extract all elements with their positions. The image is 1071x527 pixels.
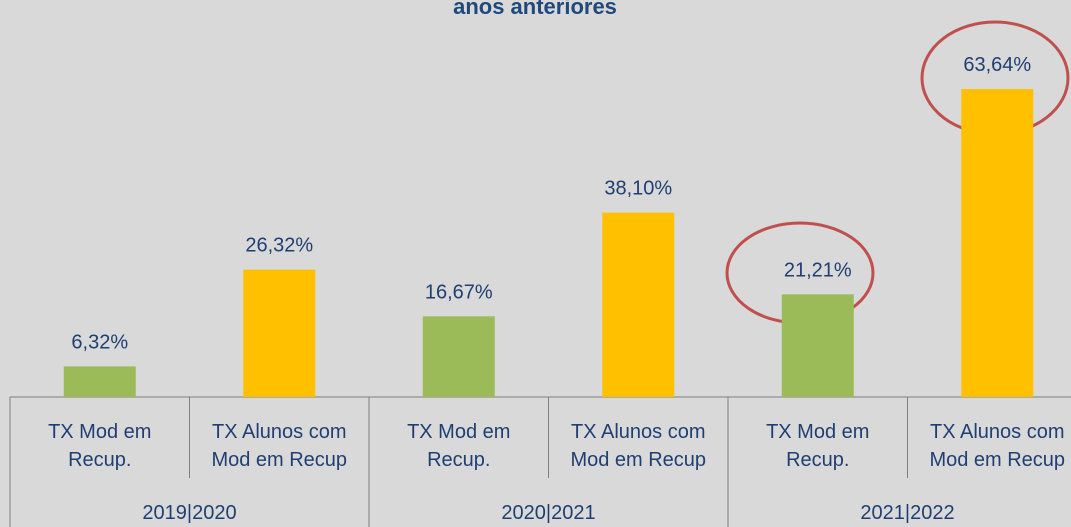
x-tick-label: TX Alunos com Mod em Recup <box>570 421 707 471</box>
group-label: 2019|2020 <box>142 502 237 524</box>
bar <box>243 269 316 397</box>
group-label: 2020|2021 <box>501 502 596 524</box>
data-label: 63,64% <box>963 54 1031 76</box>
x-tick-label: TX Mod em Recup. <box>407 421 511 471</box>
group-label: 2021|2022 <box>860 502 955 524</box>
data-label: 16,67% <box>425 281 493 303</box>
bar <box>781 294 854 397</box>
bar <box>602 212 675 397</box>
x-tick-label: TX Alunos com Mod em Recup <box>929 421 1066 471</box>
bar <box>63 366 136 397</box>
chart-title: anos anteriores <box>453 0 617 19</box>
data-label: 21,21% <box>784 259 852 281</box>
data-label: 38,10% <box>604 178 672 200</box>
x-tick-label: TX Mod em Recup. <box>48 421 152 471</box>
data-label: 26,32% <box>245 235 313 257</box>
x-tick-label: TX Mod em Recup. <box>766 421 870 471</box>
bar <box>961 89 1034 397</box>
data-label: 6,32% <box>71 331 128 353</box>
x-tick-label: TX Alunos com Mod em Recup <box>211 421 348 471</box>
bar <box>422 316 495 397</box>
